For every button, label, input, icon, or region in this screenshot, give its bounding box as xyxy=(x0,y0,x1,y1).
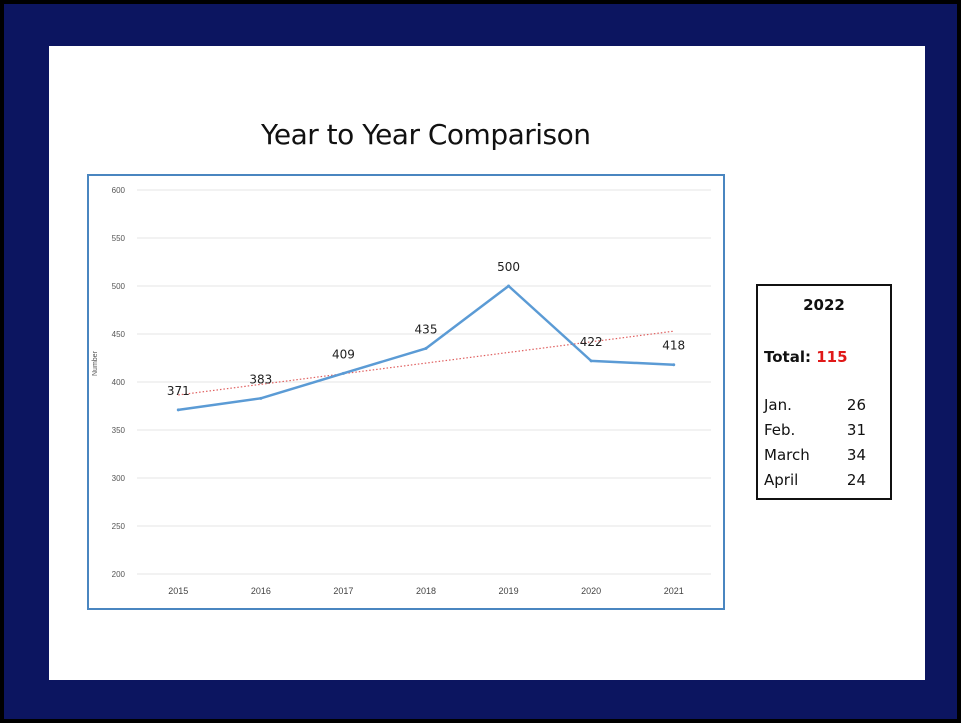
data-label: 435 xyxy=(415,322,438,336)
total-label: Total: xyxy=(764,348,811,366)
data-label: 418 xyxy=(662,339,685,353)
y-tick-label: 500 xyxy=(112,282,126,291)
y-tick-label: 350 xyxy=(112,426,126,435)
y-tick-label: 600 xyxy=(112,186,126,195)
data-point xyxy=(341,371,345,375)
y-tick-label: 550 xyxy=(112,234,126,243)
x-tick-label: 2021 xyxy=(664,586,684,596)
x-tick-label: 2020 xyxy=(581,586,601,596)
summary-year: 2022 xyxy=(803,296,845,314)
x-tick-label: 2015 xyxy=(168,586,188,596)
month-value: 26 xyxy=(846,396,866,414)
y-axis-label: Number xyxy=(92,351,99,376)
x-tick-label: 2017 xyxy=(333,586,353,596)
data-point xyxy=(259,396,263,400)
slide-frame: Year to Year Comparison 200 250 300 350 400 4… xyxy=(4,4,957,719)
y-tick-label: 400 xyxy=(112,378,126,387)
x-tick-label: 2018 xyxy=(416,586,436,596)
y-tick-label: 300 xyxy=(112,474,126,483)
month-name: Feb. xyxy=(764,421,796,439)
month-name: April xyxy=(764,471,799,489)
month-name: March xyxy=(764,446,810,464)
summary-total: Total: 115 xyxy=(764,348,848,366)
data-label: 383 xyxy=(249,372,272,386)
data-point xyxy=(176,408,180,412)
data-label: 422 xyxy=(580,335,603,349)
chart-svg: 200 250 300 350 400 450 500 550 600 2015 2016 2017 2… xyxy=(112,186,711,596)
data-label: 500 xyxy=(497,260,520,274)
total-value: 115 xyxy=(816,348,848,366)
trendline xyxy=(178,330,674,396)
data-label: 371 xyxy=(167,384,190,398)
chart-title: Year to Year Comparison xyxy=(261,118,591,151)
x-tick-label: 2016 xyxy=(251,586,271,596)
month-name: Jan. xyxy=(764,396,792,414)
month-value: 24 xyxy=(846,471,866,489)
data-point xyxy=(507,284,511,288)
data-point xyxy=(672,363,676,367)
slide: Year to Year Comparison 200 250 300 350 400 4… xyxy=(49,46,925,680)
month-value: 31 xyxy=(846,421,866,439)
y-tick-label: 200 xyxy=(112,570,126,579)
data-point xyxy=(589,359,593,363)
summary-box: 2022 Total: 115 Jan. 26 Feb. 31 March 34… xyxy=(756,284,892,500)
y-tick-label: 450 xyxy=(112,330,126,339)
month-value: 34 xyxy=(846,446,866,464)
x-tick-label: 2019 xyxy=(499,586,519,596)
y-tick-label: 250 xyxy=(112,522,126,531)
line-chart: 200 250 300 350 400 450 500 550 600 2015 2016 2017 2… xyxy=(87,174,725,610)
data-point xyxy=(424,346,428,350)
data-label: 409 xyxy=(332,347,355,361)
